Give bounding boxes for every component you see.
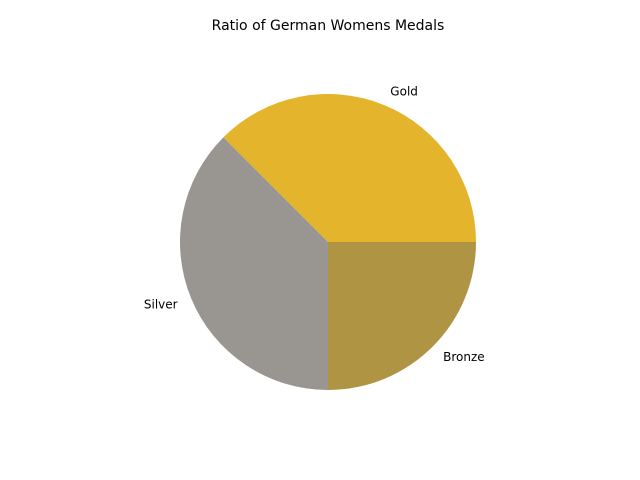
pie-slice-bronze — [328, 242, 476, 390]
pie-slice-gold — [223, 93, 476, 243]
pie-slice-silver — [180, 137, 328, 390]
pie-label-bronze: Bronze — [443, 350, 485, 364]
pie-label-gold: Gold — [390, 85, 418, 99]
pie-label-silver: Silver — [144, 297, 178, 311]
pie-chart: Gold Silver Bronze — [144, 85, 485, 390]
chart-title: Ratio of German Womens Medals — [212, 18, 445, 34]
